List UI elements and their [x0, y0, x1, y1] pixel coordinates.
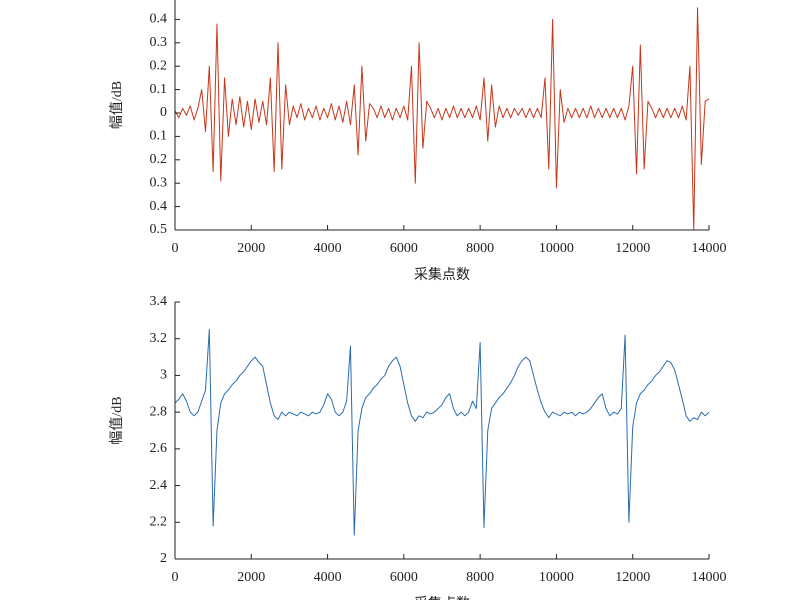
x-tick-label: 6000 — [390, 241, 418, 256]
y-axis-label: 幅值/dB — [109, 81, 125, 129]
x-tick-label: 10000 — [539, 570, 574, 585]
y-tick-label: 2.6 — [150, 441, 168, 456]
y-tick-label: 0 — [160, 105, 167, 120]
y-tick-label: 2.8 — [150, 404, 168, 419]
x-tick-label: 10000 — [539, 241, 574, 256]
x-tick-label: 12000 — [615, 241, 650, 256]
y-tick-label: 2.4 — [150, 478, 168, 493]
y-tick-label: 3.4 — [150, 294, 168, 309]
x-tick-label: 14000 — [692, 241, 727, 256]
y-axis-label: 幅值/dB — [109, 396, 125, 444]
x-tick-label: 0 — [172, 570, 179, 585]
x-tick-label: 8000 — [466, 570, 494, 585]
y-tick-label: 0.3 — [150, 175, 168, 190]
y-tick-label: 2 — [160, 551, 167, 566]
y-tick-label: 0.1 — [150, 82, 168, 97]
x-tick-label: 4000 — [314, 241, 342, 256]
x-axis-label: 采集点数 — [414, 266, 470, 283]
y-tick-label: 0.4 — [150, 12, 168, 27]
x-tick-label: 12000 — [615, 570, 650, 585]
y-tick-label: 3 — [160, 368, 167, 383]
x-tick-label: 2000 — [237, 570, 265, 585]
y-tick-label: 0.3 — [150, 35, 168, 50]
x-tick-label: 0 — [172, 241, 179, 256]
y-tick-label: 0.2 — [150, 58, 168, 73]
x-axis-label: 采集点数 — [414, 595, 470, 600]
x-tick-label: 14000 — [692, 570, 727, 585]
y-tick-label: 3.2 — [150, 331, 168, 346]
y-tick-label: 0.2 — [150, 152, 168, 167]
x-tick-label: 8000 — [466, 241, 494, 256]
y-tick-label: 2.2 — [150, 515, 168, 530]
signal-line — [174, 7, 710, 231]
signal-line — [174, 329, 710, 536]
y-tick-label: 0.4 — [150, 199, 168, 214]
y-tick-label: 0.1 — [150, 129, 168, 144]
x-tick-label: 6000 — [390, 570, 418, 585]
y-tick-label: 0.5 — [150, 222, 168, 237]
x-tick-label: 2000 — [237, 241, 265, 256]
x-tick-label: 4000 — [314, 570, 342, 585]
